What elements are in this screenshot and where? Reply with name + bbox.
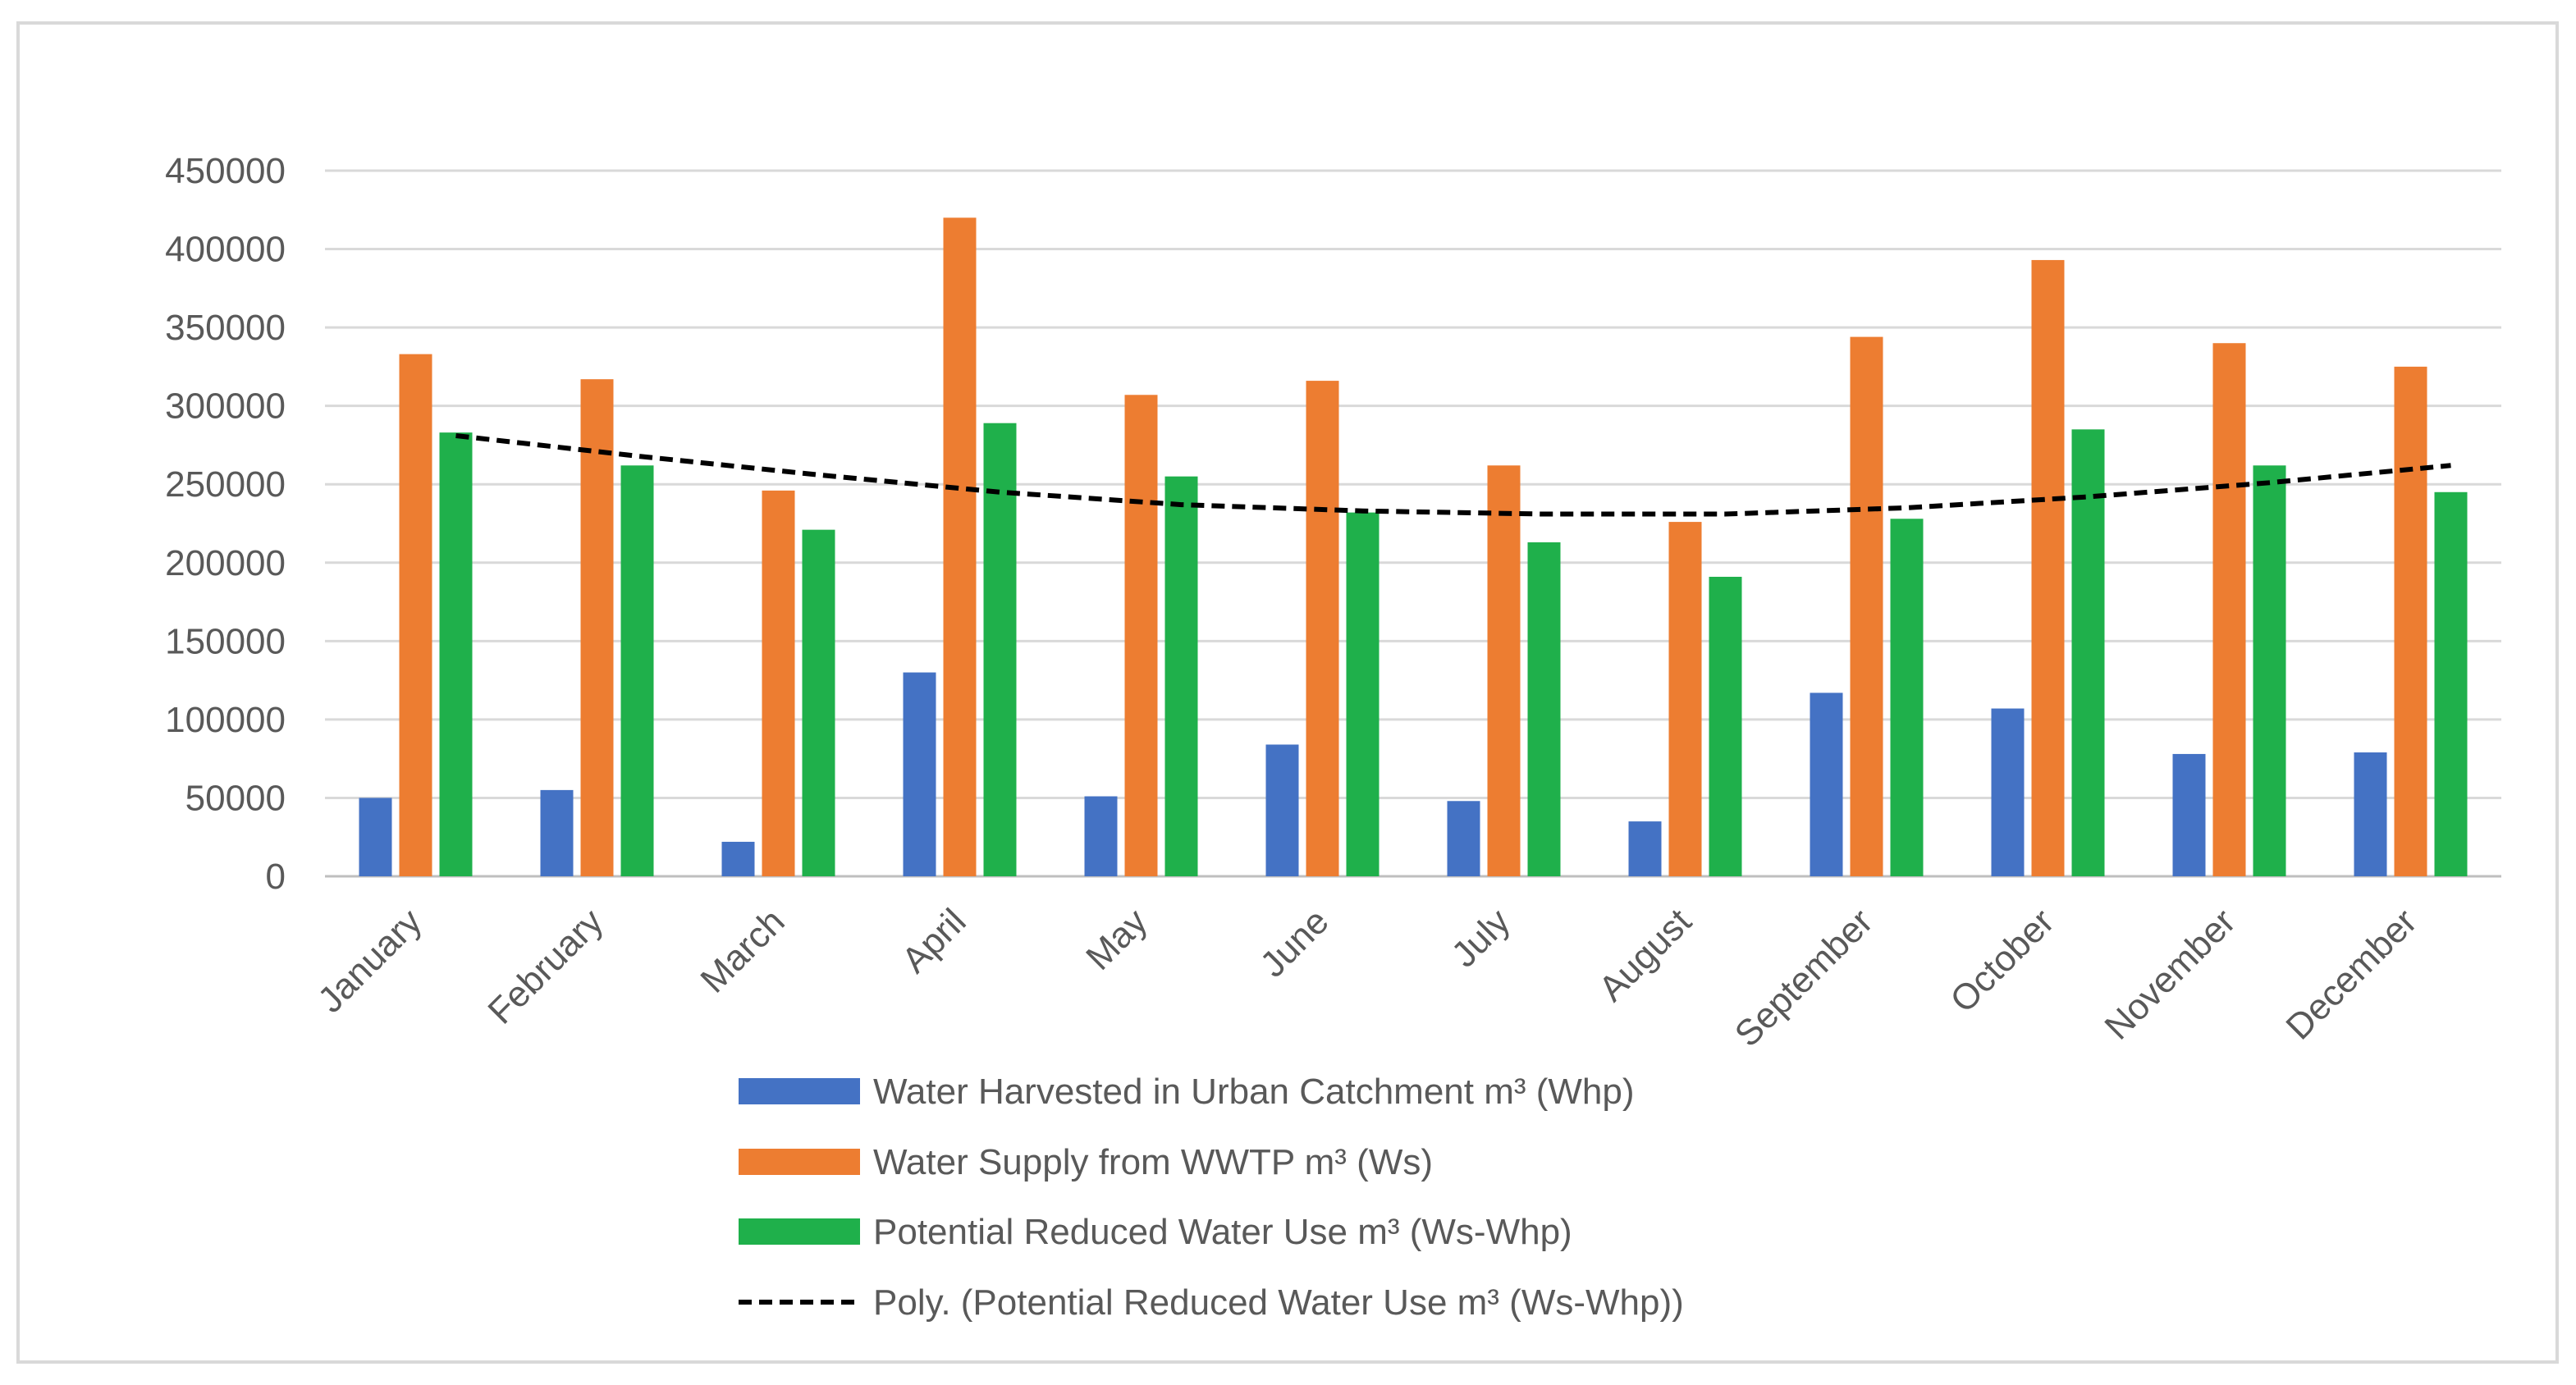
bar-november-1	[2172, 753, 2206, 876]
bar-january-1	[359, 798, 392, 876]
series-water-harvested-in-urban-catchment	[359, 672, 2387, 876]
legend-label: Potential Reduced Water Use m³ (Ws-Whp)	[873, 1212, 1572, 1252]
bar-december-1	[2354, 752, 2387, 876]
y-tick-label: 150000	[165, 621, 286, 661]
bar-september-2	[1850, 336, 1883, 877]
legend-swatch	[739, 1218, 860, 1245]
bar-july-2	[1487, 465, 1521, 876]
bar-july-3	[1527, 542, 1561, 876]
bar-may-3	[1164, 476, 1198, 876]
series-water-supply-from-wwtp	[399, 217, 2427, 877]
bar-june-1	[1265, 744, 1299, 876]
bar-october-3	[2071, 429, 2105, 876]
x-tick-label: August	[1591, 901, 1700, 1009]
x-tick-label: February	[480, 901, 611, 1031]
bar-june-2	[1306, 381, 1339, 877]
trendline	[455, 432, 2451, 517]
legend-swatch	[739, 1078, 860, 1104]
legend-label: Poly. (Potential Reduced Water Use m³ (W…	[873, 1282, 1684, 1323]
bar-august-3	[1709, 576, 1742, 876]
x-tick-label: October	[1942, 901, 2061, 1020]
bar-september-1	[1810, 692, 1843, 876]
y-tick-label: 300000	[165, 386, 286, 427]
x-tick-label: December	[2278, 901, 2424, 1047]
legend-label: Water Harvested in Urban Catchment m³ (W…	[873, 1072, 1635, 1112]
legend-label: Water Supply from WWTP m³ (Ws)	[873, 1142, 1433, 1182]
chart-svg: 0 50000 100000 150000 200000 250000 300000 3500…	[165, 151, 2501, 1323]
bar-february-3	[620, 465, 654, 876]
gridlines	[325, 169, 2501, 878]
x-tick-label: March	[693, 901, 792, 1000]
x-tick-labels: January February March April May June July Augu…	[310, 901, 2424, 1054]
y-tick-label: 400000	[165, 230, 286, 270]
bars	[359, 217, 2468, 877]
chart-frame: 0 50000 100000 150000 200000 250000 300000 3500…	[16, 21, 2559, 1364]
x-tick-label: September	[1727, 901, 1881, 1054]
series-potential-reduced-water-use	[439, 423, 2468, 876]
y-tick-label: 50000	[185, 778, 286, 818]
x-tick-label: January	[310, 901, 429, 1020]
y-tick-label: 0	[266, 857, 286, 897]
trendline-path	[455, 432, 2451, 517]
x-tick-label: April	[895, 901, 974, 980]
bar-march-3	[802, 529, 835, 876]
bar-april-3	[983, 423, 1017, 876]
bar-june-3	[1346, 512, 1380, 876]
bar-january-3	[439, 432, 473, 876]
y-tick-label: 450000	[165, 151, 286, 191]
bar-may-1	[1084, 796, 1118, 876]
x-tick-label: November	[2097, 901, 2243, 1047]
legend: Water Harvested in Urban Catchment m³ (W…	[739, 1072, 1684, 1323]
y-tick-label: 100000	[165, 700, 286, 740]
bar-april-2	[943, 217, 977, 876]
bar-march-1	[721, 841, 755, 876]
y-tick-label: 250000	[165, 464, 286, 505]
bar-december-3	[2434, 491, 2468, 876]
bar-february-2	[580, 379, 614, 877]
bar-march-2	[762, 490, 795, 876]
bar-september-3	[1890, 519, 1924, 876]
bar-october-2	[2031, 259, 2065, 876]
bar-january-2	[399, 354, 432, 877]
y-tick-label: 200000	[165, 543, 286, 583]
y-tick-label: 350000	[165, 308, 286, 348]
bar-december-2	[2394, 366, 2427, 876]
bar-may-2	[1124, 395, 1158, 876]
bar-october-1	[1991, 708, 2025, 876]
bar-august-2	[1668, 522, 1702, 876]
x-tick-label: May	[1078, 901, 1155, 977]
y-tick-labels: 0 50000 100000 150000 200000 250000 300000 3500…	[165, 151, 286, 897]
x-tick-label: July	[1444, 901, 1518, 975]
legend-swatch	[739, 1149, 860, 1175]
bar-november-2	[2212, 343, 2246, 876]
bar-april-1	[903, 672, 936, 876]
x-tick-label: June	[1252, 901, 1336, 985]
bar-august-1	[1628, 821, 1662, 876]
bar-february-1	[540, 789, 574, 876]
bar-july-1	[1447, 801, 1480, 876]
bar-november-3	[2253, 465, 2286, 876]
